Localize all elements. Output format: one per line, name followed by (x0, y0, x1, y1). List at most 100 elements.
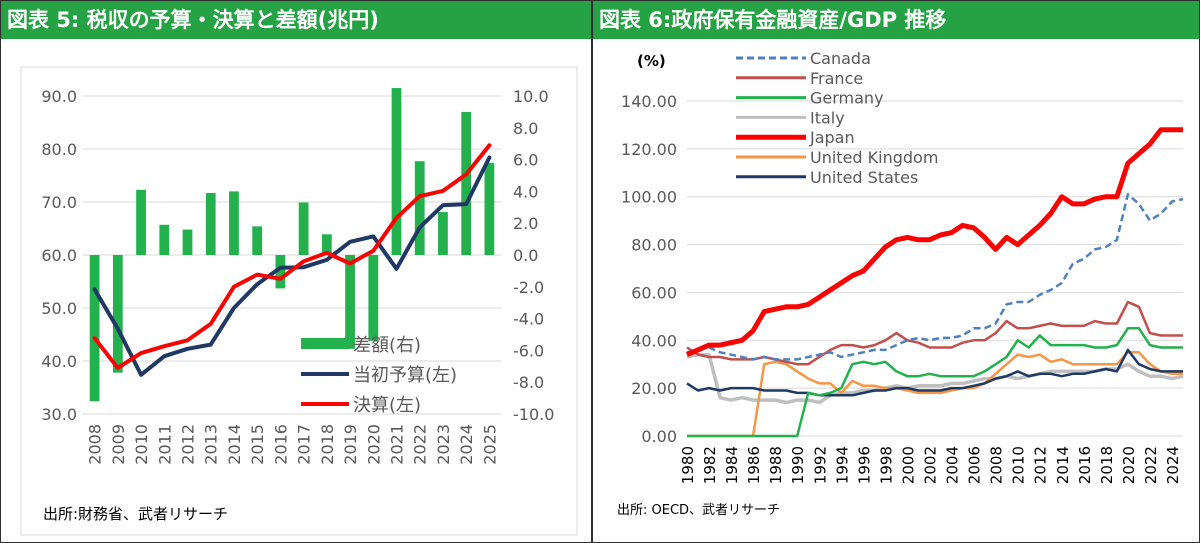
bar-diff (391, 88, 402, 255)
chart-panel-budget: 図表 5: 税収の予算・決算と差額(兆円) 30.0 40.0 50.0 60.0 70… (0, 0, 592, 543)
series-line (687, 327, 1183, 438)
line-series (686, 127, 1184, 438)
left-y-tick-label: 70.0 (41, 193, 77, 212)
left-y-axis-ticks: 30.0 40.0 50.0 60.0 70.0 80.0 90.0 (41, 87, 77, 424)
left-y-tick-label: 30.0 (41, 405, 77, 424)
right-y-tick-label: 8.0 (513, 119, 538, 138)
legend-label: 当初予算(左) (353, 365, 457, 386)
y-axis-ticks: 0.00 20.00 40.00 60.00 80.00 100.00 120.00 140.… (621, 92, 677, 446)
budget-chart-svg: 30.0 40.0 50.0 60.0 70.0 80.0 90.0 -10.0 -8.0 -6… (20, 66, 578, 536)
legend-label: Italy (810, 108, 845, 127)
chart-panel-assets: 図表 6:政府保有金融資産/GDP 推移 0.00 20.00 40.00 60.00… (592, 0, 1200, 543)
x-tick-label: 2008 (86, 424, 105, 465)
x-tick-label: 2023 (434, 424, 453, 465)
plot-frame (20, 66, 578, 536)
legend-swatch (301, 338, 349, 349)
left-y-tick-label: 80.0 (41, 140, 77, 159)
legend-label: 差額(右) (353, 335, 421, 356)
x-tick-label: 2019 (341, 424, 360, 465)
legend-label: Japan (809, 128, 855, 147)
x-axis-ticks: 1980 1982 1984 1986 1988 1990 1992 1994 1996 1998… (679, 446, 1182, 484)
chart-title-budget: 図表 5: 税収の予算・決算と差額(兆円) (1, 1, 591, 39)
x-tick-label: 2018 (318, 424, 337, 465)
series-line (686, 348, 1183, 397)
right-y-tick-label: 4.0 (513, 182, 538, 201)
left-y-tick-label: 50.0 (41, 299, 77, 318)
bar-diff (321, 234, 332, 255)
legend-label: Canada (810, 49, 871, 68)
x-tick-label: 2014 (225, 424, 244, 465)
y-axis-unit: (%) (637, 52, 666, 70)
x-tick-label: 2020 (364, 424, 383, 465)
left-y-tick-label: 90.0 (41, 87, 77, 106)
series-line (92, 143, 492, 370)
bar-diff (112, 255, 123, 373)
x-tick-label: 2011 (155, 424, 174, 465)
right-y-tick-label: -10.0 (513, 405, 554, 424)
y-tick-label: 60.00 (631, 283, 677, 302)
y-tick-label: 120.00 (621, 140, 677, 159)
x-tick-label: 2006 (966, 446, 984, 484)
x-tick-label: 2010 (132, 424, 151, 465)
legend-label: 決算(左) (353, 395, 421, 416)
legend-label: France (810, 69, 863, 88)
chart-title-assets: 図表 6:政府保有金融資産/GDP 推移 (593, 1, 1199, 39)
x-tick-label: 1980 (679, 446, 697, 484)
y-tick-label: 140.00 (621, 92, 677, 111)
x-tick-label: 2009 (109, 424, 128, 465)
right-y-tick-label: -6.0 (513, 341, 544, 360)
y-tick-label: 100.00 (621, 188, 677, 207)
right-y-tick-label: 6.0 (513, 151, 538, 170)
y-tick-label: 20.00 (631, 379, 677, 398)
source-note-budget: 出所:財務省、武者リサーチ (43, 505, 228, 523)
x-tick-label: 2012 (1032, 446, 1050, 484)
bar-diff (368, 255, 379, 341)
bar-diff (298, 202, 309, 255)
bar-diff (252, 226, 263, 255)
x-tick-label: 2012 (179, 424, 198, 465)
left-y-tick-label: 60.0 (41, 246, 77, 265)
series-line (687, 351, 1183, 438)
x-tick-label: 2014 (1054, 446, 1072, 484)
x-tick-label: 2015 (248, 424, 267, 465)
legend-label: Germany (810, 89, 884, 108)
bar-diff (414, 161, 425, 255)
x-tick-label: 2020 (1120, 446, 1138, 484)
x-tick-label: 2008 (988, 446, 1006, 484)
right-y-tick-label: 0.0 (513, 246, 538, 265)
legend-budget: 差額(右) 当初予算(左) 決算(左) (301, 335, 457, 416)
x-tick-label: 2002 (921, 446, 939, 484)
x-tick-label: 1990 (789, 446, 807, 484)
gridlines (83, 95, 501, 415)
y-tick-label: 0.00 (641, 427, 677, 446)
legend-label: United States (810, 168, 918, 187)
bar-series-diff (89, 88, 495, 402)
y-tick-label: 80.00 (631, 236, 677, 255)
x-tick-label: 2025 (480, 424, 499, 465)
bar-diff (229, 191, 239, 255)
x-tick-label: 2024 (457, 424, 476, 465)
bar-diff (89, 255, 100, 402)
right-y-tick-label: 2.0 (513, 214, 538, 233)
x-tick-label: 2016 (1076, 446, 1094, 484)
x-tick-label: 1984 (723, 446, 741, 484)
bar-diff (484, 162, 495, 255)
x-tick-label: 2021 (388, 424, 407, 465)
left-y-tick-label: 40.0 (41, 352, 77, 371)
right-y-axis-ticks: -10.0 -8.0 -6.0 -4.0 -2.0 0.0 2.0 4.0 6.0 8.0 10.0 (513, 87, 554, 424)
bar-diff (182, 229, 193, 255)
x-axis-ticks: 2008 2009 2010 2011 2012 2013 2014 2015 2016 2017… (86, 424, 500, 465)
legend-label: United Kingdom (810, 148, 938, 167)
x-tick-label: 1992 (811, 446, 829, 484)
series-line (686, 127, 1183, 357)
x-tick-label: 2000 (899, 446, 917, 484)
right-y-tick-label: 10.0 (513, 87, 549, 106)
x-tick-label: 2022 (411, 424, 430, 465)
x-tick-label: 1988 (767, 446, 785, 484)
source-note-assets: 出所: OECD、武者リサーチ (617, 503, 780, 518)
x-tick-label: 2010 (1010, 446, 1028, 484)
x-tick-label: 2022 (1142, 446, 1160, 484)
series-line (686, 193, 1184, 361)
